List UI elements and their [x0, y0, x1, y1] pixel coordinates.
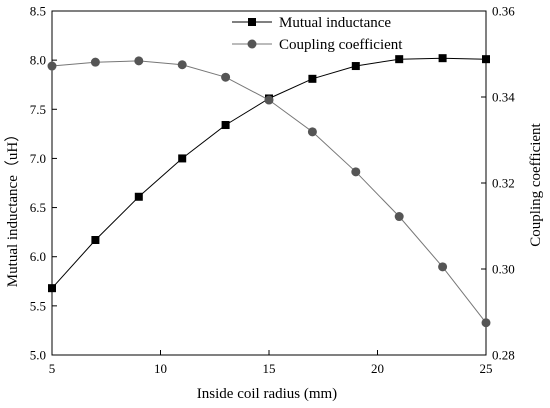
- point-coupling-coefficient: [307, 127, 317, 137]
- x-tick-label: 10: [154, 361, 167, 376]
- point-coupling-coefficient: [47, 61, 57, 71]
- series-layer: [47, 54, 491, 328]
- point-coupling-coefficient: [438, 262, 448, 272]
- left-y-tick-label: 5.5: [30, 298, 46, 313]
- left-y-tick-label: 8.5: [30, 4, 46, 19]
- point-coupling-coefficient: [90, 57, 100, 67]
- left-y-tick-label: 6.5: [30, 200, 46, 215]
- point-mutual-inductance: [91, 236, 100, 245]
- left-y-tick-label: 6.0: [30, 249, 46, 264]
- bottom-axis-ticks: 5 10 15 20 25: [49, 350, 493, 376]
- point-mutual-inductance: [482, 55, 490, 64]
- plot-area-border: [51, 10, 487, 356]
- x-tick-label: 25: [480, 361, 493, 376]
- point-mutual-inductance: [438, 54, 447, 63]
- point-mutual-inductance: [351, 62, 360, 71]
- point-coupling-coefficient: [264, 95, 274, 105]
- point-mutual-inductance: [134, 192, 143, 201]
- right-y-tick-label: 0.34: [492, 90, 515, 105]
- point-mutual-inductance: [48, 284, 56, 293]
- right-axis-ticks: 0.28 0.30 0.32 0.34 0.36: [481, 4, 515, 363]
- right-y-tick-label: 0.30: [492, 262, 515, 277]
- point-mutual-inductance: [178, 154, 187, 163]
- point-coupling-coefficient: [481, 318, 491, 328]
- series-line-mutual-inductance: [51, 57, 487, 289]
- legend-marker-coupling-coefficient: [247, 39, 257, 49]
- point-coupling-coefficient: [351, 167, 361, 177]
- plot-frame: [51, 10, 487, 356]
- left-y-axis-label: Mutual inductance（uH）: [4, 127, 21, 287]
- left-axis-ticks: 5.0 5.5 6.0 6.5 7.0 7.5 8.0 8.5: [30, 4, 57, 363]
- point-mutual-inductance: [308, 74, 317, 83]
- left-y-tick-label: 5.0: [30, 348, 46, 363]
- x-tick-label: 20: [371, 361, 384, 376]
- point-coupling-coefficient: [394, 212, 404, 222]
- left-y-tick-label: 7.0: [30, 151, 46, 166]
- right-y-tick-label: 0.28: [492, 348, 515, 363]
- right-y-tick-label: 0.32: [492, 176, 515, 191]
- point-coupling-coefficient: [134, 56, 144, 66]
- legend: Mutual inductance Coupling coefficient: [232, 15, 403, 53]
- point-coupling-coefficient: [221, 72, 231, 82]
- left-y-tick-label: 7.5: [30, 102, 46, 117]
- x-tick-label: 15: [263, 361, 276, 376]
- point-coupling-coefficient: [177, 60, 187, 70]
- legend-label-coupling-coefficient: Coupling coefficient: [279, 37, 403, 53]
- x-axis-label: Inside coil radius (mm): [197, 386, 337, 402]
- x-tick-label: 5: [49, 361, 56, 376]
- legend-label-mutual-inductance: Mutual inductance: [279, 15, 391, 31]
- left-y-tick-label: 8.0: [30, 53, 46, 68]
- point-mutual-inductance: [395, 55, 404, 64]
- point-mutual-inductance: [221, 121, 230, 130]
- right-y-tick-label: 0.36: [492, 4, 515, 19]
- right-y-axis-label: Coupling coefficient: [528, 122, 544, 246]
- legend-marker-mutual-inductance: [248, 18, 256, 26]
